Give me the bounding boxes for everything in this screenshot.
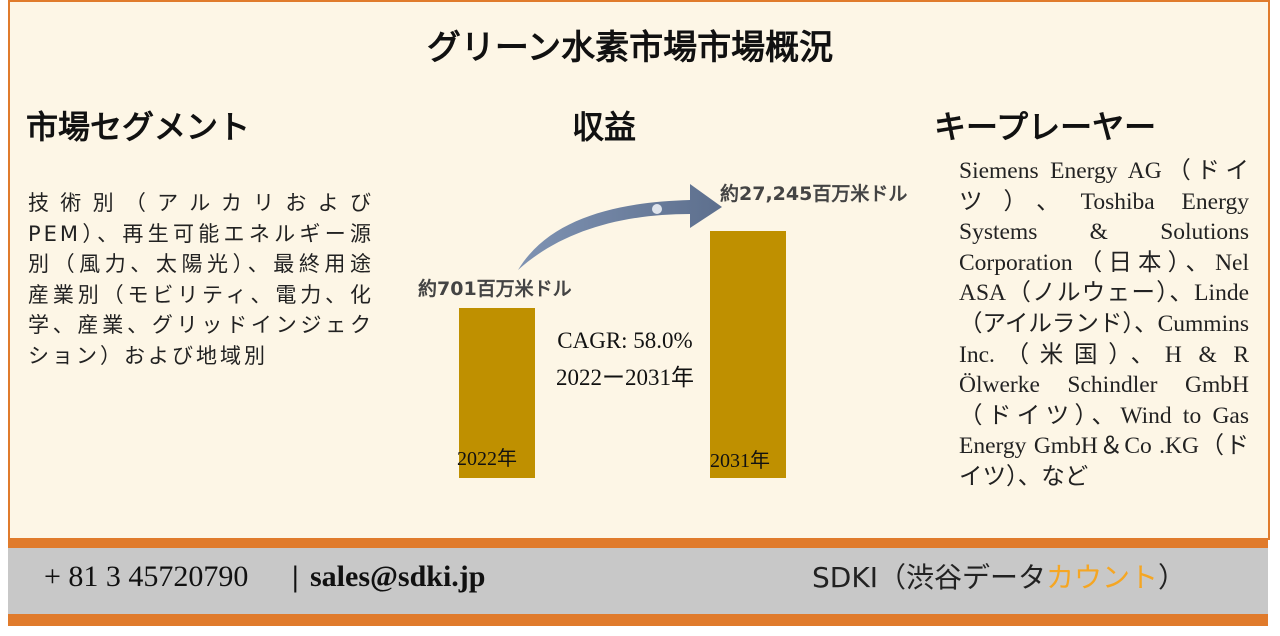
company-highlight: カウント (1045, 561, 1158, 594)
bar-2022 (459, 308, 535, 478)
arrow-dot (652, 204, 662, 214)
footer-stripe (8, 538, 1268, 548)
start-amount: 約701百万米ドル (418, 278, 572, 300)
footer: + 81 3 45720790 | sales@sdki.jp SDKI（渋谷デ… (8, 548, 1268, 614)
company: SDKI（渋谷データカウント） (812, 556, 1186, 596)
end-amount: 約27,245百万米ドル (720, 183, 908, 205)
cagr: CAGR: 58.0% (557, 328, 693, 353)
revenue-graphic (459, 184, 786, 478)
segment-text: 技術別（アルカリおよびPEM）、再生可能エネルギー源別（風力、太陽光）、最終用途… (28, 191, 374, 368)
company-end: ） (1157, 561, 1186, 594)
end-year: 2031年 (710, 450, 770, 472)
phone: + 81 3 45720790 (44, 560, 249, 593)
bar-2031 (710, 231, 786, 478)
email: sales@sdki.jp (310, 560, 486, 593)
segment-heading: 市場セグメント (26, 108, 251, 146)
growth-arrow (518, 184, 722, 270)
start-year: 2022年 (457, 448, 517, 470)
overview-panel: グリーン水素市場市場概況 市場セグメント 技術別（アルカリおよびPEM）、再生可… (8, 0, 1270, 540)
footer-stripe (8, 614, 1268, 626)
players-text: Siemens Energy AG（ドイツ）、Toshiba Energy Sy… (959, 158, 1249, 490)
players-heading: キープレーヤー (934, 108, 1157, 146)
cagr-period: 2022ー2031年 (556, 365, 694, 390)
revenue-heading: 収益 (572, 108, 637, 146)
company-name: SDKI（渋谷データ (812, 561, 1046, 594)
title: グリーン水素市場市場概況 (426, 28, 834, 68)
separator: | (292, 560, 299, 593)
